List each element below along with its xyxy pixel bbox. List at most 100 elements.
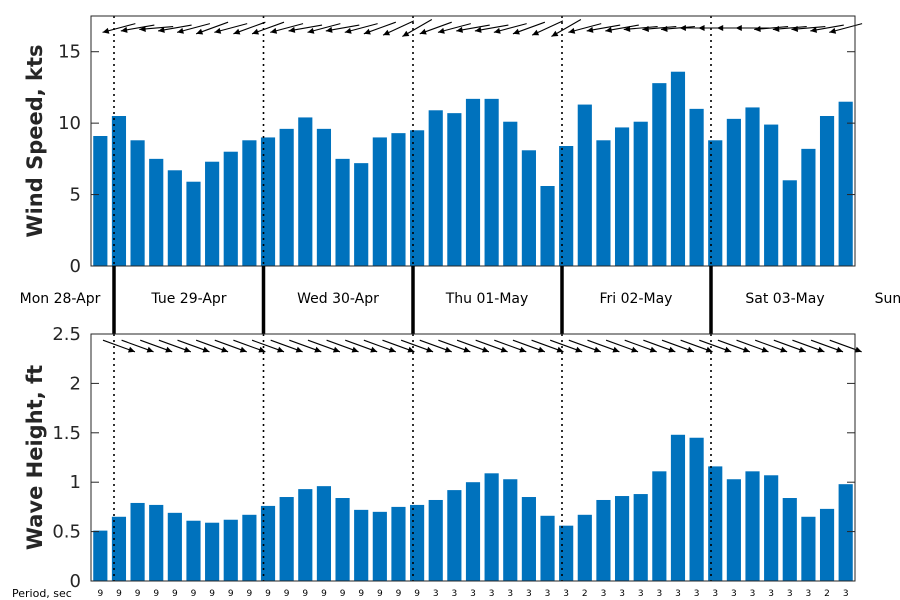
wave-direction-arrow bbox=[754, 339, 788, 353]
wave-direction-arrow bbox=[680, 339, 713, 353]
period-value: 3 bbox=[563, 589, 569, 599]
wave-ytick-label: 0.5 bbox=[52, 522, 81, 543]
period-value: 3 bbox=[638, 589, 644, 599]
wind-bar bbox=[726, 118, 741, 266]
wave-direction-arrow bbox=[121, 339, 154, 353]
wave-bar bbox=[93, 530, 108, 581]
period-value: 3 bbox=[507, 589, 513, 599]
wave-direction-arrow bbox=[195, 339, 229, 353]
wave-bar bbox=[633, 494, 648, 581]
wind-bar bbox=[447, 113, 462, 266]
wind-bar bbox=[782, 180, 797, 266]
wind-bar bbox=[521, 150, 536, 266]
wind-ylabel: Wind Speed, kts bbox=[23, 44, 47, 237]
period-value: 9 bbox=[396, 589, 402, 599]
wind-direction-arrow bbox=[735, 24, 770, 32]
period-value: 3 bbox=[656, 589, 662, 599]
wind-bar bbox=[242, 140, 257, 266]
wind-bar bbox=[819, 116, 835, 266]
wind-speed-panel: 0 5 10 15 Wind Speed, kts bbox=[23, 15, 863, 277]
wave-direction-arrow bbox=[605, 339, 639, 353]
wave-bar bbox=[186, 520, 201, 581]
wind-bar bbox=[596, 140, 611, 266]
wave-direction-arrow bbox=[829, 339, 862, 353]
wind-bar bbox=[577, 104, 592, 266]
period-value: 3 bbox=[731, 589, 737, 599]
wave-bar bbox=[242, 514, 257, 581]
day-label: Fri 02-May bbox=[600, 291, 673, 307]
wind-direction-arrow bbox=[158, 24, 192, 33]
wind-bar bbox=[614, 127, 630, 267]
wind-bar bbox=[559, 146, 574, 266]
wave-ytick-label: 2 bbox=[70, 373, 81, 394]
wind-bar bbox=[335, 158, 350, 266]
wave-bar bbox=[335, 498, 350, 581]
wind-direction-arrow bbox=[551, 19, 582, 37]
wind-bar bbox=[689, 108, 704, 266]
wind-direction-arrow bbox=[791, 25, 826, 32]
wave-direction-arrow bbox=[810, 339, 844, 353]
wind-direction-arrow bbox=[176, 23, 211, 34]
wind-direction-arrow bbox=[456, 24, 490, 33]
period-value: 3 bbox=[545, 589, 551, 599]
wind-direction-arrow bbox=[288, 24, 323, 33]
wind-direction-arrow bbox=[195, 21, 229, 35]
period-label: Period, sec bbox=[12, 587, 72, 600]
wave-bar bbox=[801, 516, 816, 581]
wave-ytick-label: 0 bbox=[70, 571, 81, 592]
wind-bar bbox=[205, 161, 220, 266]
wind-direction-arrow bbox=[605, 24, 639, 33]
wind-direction-arrow bbox=[660, 25, 695, 32]
period-value: 9 bbox=[265, 589, 271, 599]
wave-direction-arrow bbox=[345, 339, 378, 353]
wave-direction-arrow bbox=[773, 339, 806, 353]
wave-bar bbox=[447, 490, 462, 581]
wave-direction-arrow bbox=[475, 339, 508, 353]
wind-direction-arrow bbox=[214, 23, 248, 34]
period-value: 2 bbox=[582, 589, 588, 599]
wind-bar bbox=[186, 181, 201, 266]
wave-bar bbox=[316, 486, 332, 581]
wind-ytick-label: 10 bbox=[58, 113, 81, 134]
period-value: 9 bbox=[172, 589, 178, 599]
wind-bar bbox=[130, 140, 145, 266]
wind-direction-arrow bbox=[642, 25, 677, 32]
period-value: 3 bbox=[526, 589, 532, 599]
wind-bar bbox=[354, 163, 369, 266]
wave-direction-arrow bbox=[233, 339, 266, 353]
wind-direction-arrow bbox=[102, 23, 136, 34]
wind-direction-arrow bbox=[363, 21, 396, 35]
period-value: 3 bbox=[768, 589, 774, 599]
wave-direction-arrow bbox=[289, 339, 322, 353]
wave-bar bbox=[298, 489, 313, 581]
wind-bar bbox=[540, 186, 555, 266]
wind-bar bbox=[670, 71, 686, 267]
wind-direction-arrow bbox=[493, 23, 527, 34]
period-value: 9 bbox=[209, 589, 215, 599]
wind-bar bbox=[260, 137, 276, 266]
period-value: 9 bbox=[414, 589, 420, 599]
wind-direction-arrow bbox=[382, 20, 415, 36]
wave-direction-arrow bbox=[419, 339, 452, 353]
wave-direction-arrow bbox=[661, 339, 695, 353]
wave-bar bbox=[167, 512, 182, 581]
wave-bar bbox=[764, 475, 779, 581]
period-value: 9 bbox=[284, 589, 290, 599]
wind-bar bbox=[465, 98, 481, 266]
wind-direction-arrow bbox=[586, 24, 621, 33]
wave-direction-arrow bbox=[251, 339, 285, 353]
wave-ylabel: Wave Height, ft bbox=[23, 365, 47, 550]
wind-direction-arrow bbox=[568, 23, 602, 34]
period-value: 3 bbox=[787, 589, 793, 599]
wave-direction-arrow bbox=[140, 339, 173, 353]
wave-direction-arrow bbox=[363, 339, 396, 353]
period-value: 3 bbox=[470, 589, 476, 599]
wind-bar bbox=[372, 137, 387, 266]
wave-direction-arrow bbox=[587, 339, 620, 353]
period-value: 9 bbox=[116, 589, 122, 599]
wave-direction-arrow bbox=[438, 339, 471, 353]
day-label: Wed 30-Apr bbox=[297, 291, 379, 307]
wave-bar bbox=[484, 473, 499, 581]
wind-direction-arrow bbox=[754, 25, 789, 32]
